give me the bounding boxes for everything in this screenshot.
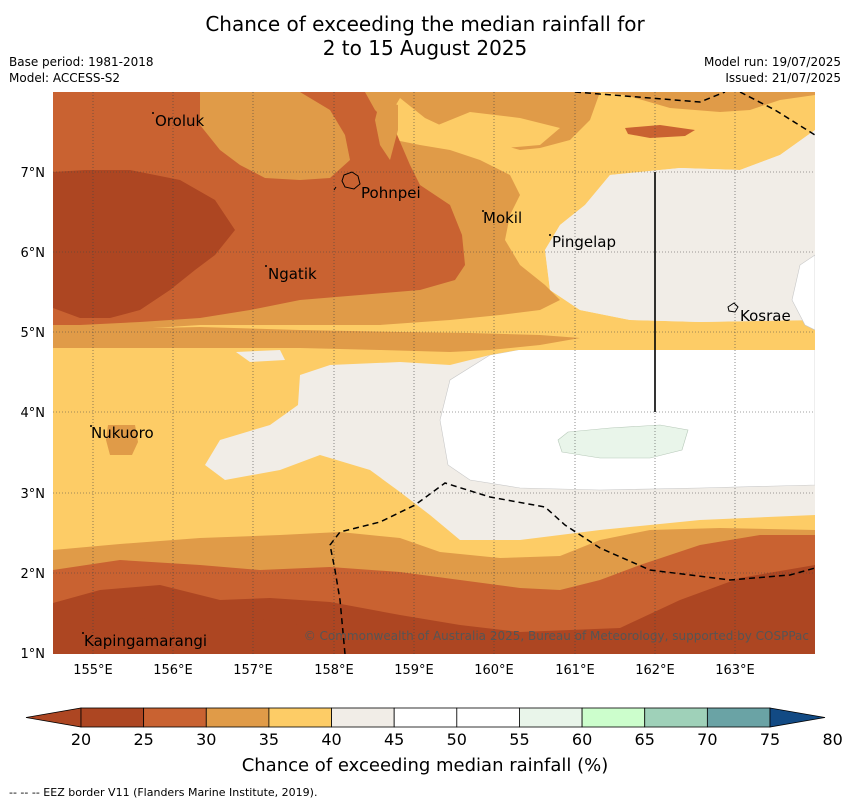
lat-tick: 1°N: [21, 647, 46, 662]
lat-tick: 4°N: [21, 406, 46, 421]
graticule: [53, 92, 815, 654]
place-label: Kapingamarangi: [84, 632, 207, 650]
lon-tick: 157°E: [233, 663, 273, 678]
band-55-60: [557, 424, 689, 459]
place-label: Oroluk: [155, 112, 204, 130]
lon-tick: 156°E: [153, 663, 193, 678]
map-title: Chance of exceeding the median rainfall …: [0, 12, 850, 60]
colorbar-extend-high: [769, 707, 826, 728]
base-period: Base period: 1981-2018: [9, 55, 154, 69]
kosrae-outline: [727, 302, 739, 313]
model-info: Base period: 1981-2018 Model: ACCESS-S2: [9, 54, 154, 86]
colorbar-segment: [581, 707, 646, 728]
colorbar-segment: [519, 707, 583, 728]
issued-date: Issued: 21/07/2025: [725, 71, 841, 85]
band-40-45-northeast: [545, 130, 815, 322]
colorbar: [25, 707, 826, 728]
copyright-text: © Commonwealth of Australia 2025, Bureau…: [304, 629, 809, 643]
place-labels: Oroluk Pohnpei Mokil Pingelap Ngatik Kos…: [84, 112, 791, 650]
run-info: Model run: 19/07/2025 Issued: 21/07/2025: [704, 54, 841, 86]
colorbar-segment: [205, 707, 270, 728]
place-label: Ngatik: [268, 265, 317, 283]
title-line-2: 2 to 15 August 2025: [322, 36, 528, 60]
title-line-1: Chance of exceeding the median rainfall …: [205, 12, 645, 36]
colorbar-segment: [331, 707, 395, 728]
band-35-40-middle: [53, 335, 815, 560]
lon-tick: 162°E: [635, 663, 675, 678]
colorbar-segment: [268, 707, 332, 728]
colorbar-tick: 35: [259, 730, 279, 749]
colorbar-tick-labels: 20 25 30 35 40 45 50 55 60 65 70 75 80: [71, 730, 843, 749]
lat-tick: 3°N: [21, 487, 46, 502]
islands: [333, 171, 739, 313]
probability-contours: [53, 92, 815, 654]
pohnpei-outline: [341, 171, 361, 190]
band-45-55-northeast: [791, 254, 815, 331]
band-35-40-interior: [438, 112, 560, 148]
place-label: Pohnpei: [361, 184, 421, 202]
lon-tick: 158°E: [314, 663, 354, 678]
colorbar-tick: 50: [447, 730, 467, 749]
model-run: Model run: 19/07/2025: [703, 55, 841, 69]
band-30-35-nukuoro: [106, 425, 138, 455]
eez-border: [329, 92, 815, 654]
lat-tick-labels: 7°N 6°N 5°N 4°N 3°N 2°N 1°N: [21, 166, 46, 662]
colorbar-label: Chance of exceeding median rainfall (%): [241, 755, 609, 776]
colorbar-tick: 25: [133, 730, 153, 749]
colorbar-tick: 40: [321, 730, 341, 749]
island-dots: [82, 112, 551, 634]
place-label: Kosrae: [740, 307, 791, 325]
lon-tick: 160°E: [474, 663, 514, 678]
lat-tick: 6°N: [21, 246, 46, 261]
colorbar-segment: [80, 707, 145, 728]
colorbar-extend-low: [25, 707, 82, 728]
colorbar-tick: 70: [697, 730, 717, 749]
band-30-35-island: [375, 100, 398, 160]
place-label: Nukuoro: [91, 424, 154, 442]
place-label: Pingelap: [552, 233, 616, 251]
band-20-25-southwest: [53, 616, 340, 654]
band-40-45-patch: [236, 350, 285, 362]
model-name: Model: ACCESS-S2: [9, 71, 121, 85]
colorbar-tick: 75: [760, 730, 780, 749]
colorbar-segment: [706, 707, 771, 728]
colorbar-tick: 20: [71, 730, 91, 749]
colorbar-tick: 45: [384, 730, 404, 749]
colorbar-segment: [393, 707, 458, 728]
colorbar-segment: [143, 707, 207, 728]
lat-tick: 5°N: [21, 326, 46, 341]
band-20-25-north: [53, 170, 235, 318]
colorbar-tick: 65: [635, 730, 655, 749]
eez-footnote: -- -- -- EEZ border V11 (Flanders Marine…: [9, 786, 318, 799]
colorbar-tick: 80: [822, 730, 842, 749]
lon-tick: 155°E: [73, 663, 113, 678]
lat-tick: 7°N: [21, 166, 46, 181]
band-45-55: [439, 334, 815, 491]
colorbar-segment: [456, 707, 520, 728]
band-30-35-notch: [200, 92, 350, 180]
lat-tick: 2°N: [21, 567, 46, 582]
lon-tick: 159°E: [394, 663, 434, 678]
colorbar-segment: [644, 707, 708, 728]
band-25-30-northeast: [625, 125, 695, 138]
lon-tick: 163°E: [715, 663, 755, 678]
colorbar-tick: 30: [196, 730, 216, 749]
place-label: Mokil: [483, 209, 522, 227]
lon-tick-labels: 155°E 156°E 157°E 158°E 159°E 160°E 161°…: [73, 663, 755, 678]
lon-tick: 161°E: [555, 663, 595, 678]
colorbar-tick: 55: [509, 730, 529, 749]
band-30-35-bottom-strip: [53, 327, 580, 352]
colorbar-tick: 60: [572, 730, 592, 749]
